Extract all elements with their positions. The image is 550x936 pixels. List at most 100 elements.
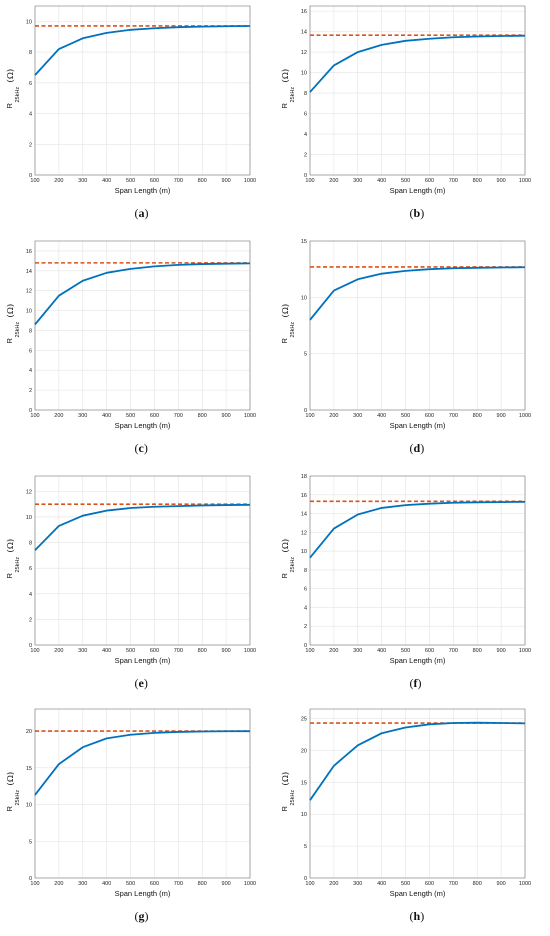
y-tick-label: 12 <box>26 489 32 495</box>
x-tick-label: 500 <box>126 648 135 654</box>
panel-caption: (d) <box>410 441 425 456</box>
x-tick-label: 400 <box>102 648 111 654</box>
x-tick-label: 200 <box>54 178 63 184</box>
panel-caption: (g) <box>135 909 149 924</box>
plot-area <box>35 241 250 410</box>
x-tick-label: 200 <box>329 413 338 419</box>
y-label-unit: (Ω) <box>5 69 16 83</box>
y-tick-label: 20 <box>26 729 32 735</box>
caption-letter: f <box>414 676 418 690</box>
x-tick-label: 1000 <box>244 178 256 184</box>
y-label-unit: (Ω) <box>280 304 291 318</box>
x-tick-label: 800 <box>473 178 482 184</box>
x-axis-label: Span Length (m) <box>390 656 446 665</box>
caption-letter: b <box>414 206 421 220</box>
y-tick-label: 12 <box>301 50 307 56</box>
y-tick-label: 10 <box>26 19 32 25</box>
panel-caption: (a) <box>135 206 149 221</box>
y-tick-label: 0 <box>304 643 307 649</box>
y-tick-label: 2 <box>29 142 32 148</box>
y-label-main: R <box>280 573 289 579</box>
y-tick-label: 0 <box>29 876 32 882</box>
y-tick-label: 10 <box>26 515 32 521</box>
caption-letter: e <box>139 676 144 690</box>
x-tick-label: 300 <box>353 648 362 654</box>
x-tick-label: 800 <box>198 413 207 419</box>
x-tick-label: 600 <box>425 881 434 887</box>
x-tick-label: 700 <box>449 413 458 419</box>
y-tick-label: 8 <box>29 50 32 56</box>
y-tick-label: 0 <box>304 408 307 414</box>
y-tick-label: 2 <box>304 153 307 159</box>
x-tick-label: 900 <box>222 413 231 419</box>
x-tick-label: 700 <box>449 648 458 654</box>
y-tick-label: 5 <box>29 839 32 845</box>
x-tick-label: 900 <box>222 648 231 654</box>
x-tick-label: 700 <box>174 648 183 654</box>
y-tick-label: 6 <box>29 81 32 87</box>
x-tick-label: 900 <box>497 648 506 654</box>
y-label-main: R <box>5 573 14 579</box>
x-tick-label: 500 <box>126 413 135 419</box>
x-tick-label: 200 <box>54 881 63 887</box>
y-tick-label: 16 <box>26 249 32 255</box>
y-label-unit: (Ω) <box>5 772 16 786</box>
y-label-main: R <box>280 103 289 109</box>
y-tick-label: 6 <box>304 112 307 118</box>
y-tick-label: 10 <box>26 803 32 809</box>
y-tick-label: 14 <box>301 512 307 518</box>
x-tick-label: 300 <box>353 881 362 887</box>
y-tick-label: 4 <box>304 605 307 611</box>
x-tick-label: 500 <box>401 881 410 887</box>
y-tick-label: 14 <box>301 30 307 36</box>
y-label-sub: 25kHz <box>290 322 296 338</box>
x-tick-label: 700 <box>174 413 183 419</box>
y-tick-label: 8 <box>304 91 307 97</box>
x-tick-label: 400 <box>377 648 386 654</box>
y-label-main: R <box>280 806 289 812</box>
x-tick-label: 300 <box>353 413 362 419</box>
x-tick-label: 900 <box>497 881 506 887</box>
x-tick-label: 500 <box>401 413 410 419</box>
x-tick-label: 800 <box>198 178 207 184</box>
y-tick-label: 18 <box>301 474 307 480</box>
caption-letter: g <box>139 909 145 923</box>
y-tick-label: 12 <box>26 289 32 295</box>
x-tick-label: 900 <box>222 881 231 887</box>
x-axis-label: Span Length (m) <box>115 186 171 195</box>
y-label-sub: 25kHz <box>15 322 21 338</box>
y-tick-label: 0 <box>29 408 32 414</box>
x-tick-label: 200 <box>54 648 63 654</box>
y-label-sub: 25kHz <box>290 87 296 103</box>
x-tick-label: 600 <box>150 648 159 654</box>
panel-caption: (c) <box>135 441 148 456</box>
x-tick-label: 1000 <box>519 413 531 419</box>
y-tick-label: 8 <box>29 328 32 334</box>
y-label-main: R <box>5 338 14 344</box>
x-tick-label: 300 <box>78 178 87 184</box>
y-label-sub: 25kHz <box>290 557 296 573</box>
y-tick-label: 0 <box>304 173 307 179</box>
y-tick-label: 12 <box>301 530 307 536</box>
x-tick-label: 400 <box>377 413 386 419</box>
x-tick-label: 700 <box>174 178 183 184</box>
y-tick-label: 10 <box>26 309 32 315</box>
x-tick-label: 700 <box>449 881 458 887</box>
y-label-sub: 25kHz <box>15 87 21 103</box>
y-label-sub: 25kHz <box>15 790 21 806</box>
x-tick-label: 400 <box>377 178 386 184</box>
y-tick-label: 4 <box>29 368 32 374</box>
